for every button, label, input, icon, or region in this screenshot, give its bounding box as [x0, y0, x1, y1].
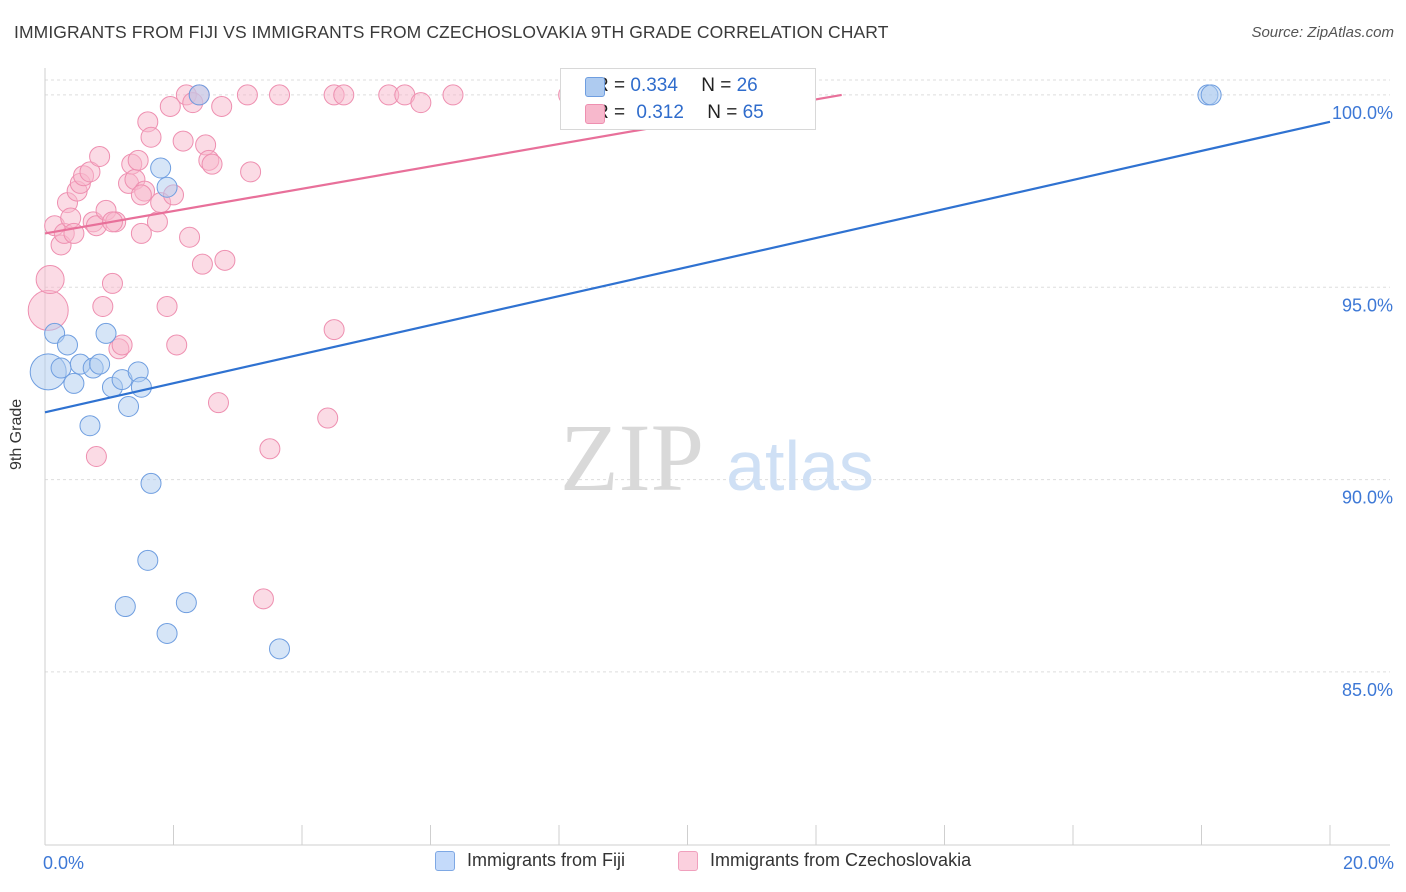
czech-point — [269, 84, 291, 106]
czech-point — [333, 84, 355, 106]
czech-stat-swatch — [585, 104, 605, 124]
y-tick-label: 90.0% — [1342, 488, 1393, 508]
czech-point — [211, 95, 233, 117]
chart-title: IMMIGRANTS FROM FIJI VS IMMIGRANTS FROM … — [14, 22, 889, 42]
czech-point — [159, 95, 181, 117]
czech-n-label: N = — [707, 102, 738, 123]
czech-n-value: 65 — [742, 102, 764, 123]
czech-point — [191, 253, 213, 275]
fiji-n-value: 26 — [736, 75, 758, 96]
czech-point — [130, 184, 152, 206]
czech-point — [85, 446, 107, 467]
czech-point — [140, 126, 162, 148]
x-tick-label: 0.0% — [43, 853, 84, 873]
czech-point — [35, 265, 65, 295]
czech-point — [410, 92, 432, 114]
fiji-point — [1200, 84, 1222, 106]
czech-point — [130, 222, 152, 244]
czech-point — [317, 407, 339, 429]
fiji-point — [118, 395, 140, 417]
czech-point — [442, 84, 464, 106]
fiji-point — [156, 176, 178, 198]
fiji-stat-swatch — [585, 77, 605, 97]
czech-point — [236, 84, 258, 106]
x-tick-label: 20.0% — [1343, 853, 1394, 873]
czech-point — [166, 334, 188, 356]
points-layer — [27, 84, 1222, 660]
czech-point — [27, 289, 69, 331]
source-label: Source: ZipAtlas.com — [1251, 24, 1394, 41]
fiji-point — [140, 472, 162, 494]
fiji-n-label: N = — [701, 75, 732, 96]
fiji-point — [137, 549, 159, 571]
y-tick-label: 100.0% — [1332, 103, 1393, 123]
y-tick-label: 85.0% — [1342, 680, 1393, 700]
czech-point — [323, 319, 345, 341]
fiji-point — [130, 376, 152, 398]
czech-point — [79, 161, 101, 183]
fiji-point — [56, 334, 78, 356]
czech-point — [172, 130, 194, 152]
legend-label-fiji: Immigrants from Fiji — [467, 850, 626, 870]
fiji-point — [63, 372, 85, 394]
legend-swatch-czech — [678, 850, 698, 871]
fiji-point — [269, 638, 291, 660]
series-legend: Immigrants from Fiji Immigrants from Cze… — [0, 850, 1406, 880]
czech-point — [252, 588, 274, 610]
czech-point — [101, 272, 123, 294]
trend-layer — [44, 93, 1331, 414]
tick-labels: 100.0% 95.0% 90.0% 85.0% 0.0% 20.0% — [43, 103, 1394, 873]
czech-point — [89, 145, 111, 167]
legend-item-fiji[interactable]: Immigrants from Fiji — [435, 850, 625, 871]
fiji-point — [89, 353, 111, 375]
legend-label-czech: Immigrants from Czechoslovakia — [710, 850, 972, 870]
fiji-point — [114, 596, 136, 618]
fiji-point — [150, 157, 172, 179]
legend-item-czech[interactable]: Immigrants from Czechoslovakia — [678, 850, 971, 871]
legend-swatch-fiji — [435, 850, 455, 871]
czech-point — [92, 295, 114, 317]
czech-stat-row: R = 0.312 N = 65 — [585, 102, 764, 124]
fiji-point — [95, 322, 117, 344]
fiji-point — [175, 592, 197, 614]
stats-legend: R = 0.334 N = 26 R = 0.312 N = 65 — [560, 68, 816, 130]
y-tick-label: 95.0% — [1342, 295, 1393, 315]
watermark-zip: ZIP — [560, 404, 704, 511]
czech-point — [127, 149, 149, 171]
fiji-trend-line — [44, 120, 1331, 414]
czech-point — [201, 153, 223, 175]
fiji-point — [79, 415, 101, 437]
czech-point — [111, 334, 133, 356]
czech-r-value: 0.312 — [636, 102, 684, 123]
czech-point — [214, 249, 236, 271]
czech-point — [240, 161, 262, 183]
fiji-point — [156, 622, 178, 644]
fiji-r-value: 0.334 — [630, 75, 678, 96]
czech-point — [259, 438, 281, 460]
watermark: ZIP atlas — [560, 404, 874, 511]
watermark-atlas: atlas — [726, 427, 874, 505]
fiji-point — [188, 84, 210, 106]
czech-point — [179, 226, 201, 248]
czech-point — [207, 392, 229, 414]
axis-layer — [44, 68, 1390, 846]
fiji-stat-row: R = 0.334 N = 26 — [585, 75, 758, 97]
czech-point — [156, 295, 178, 317]
